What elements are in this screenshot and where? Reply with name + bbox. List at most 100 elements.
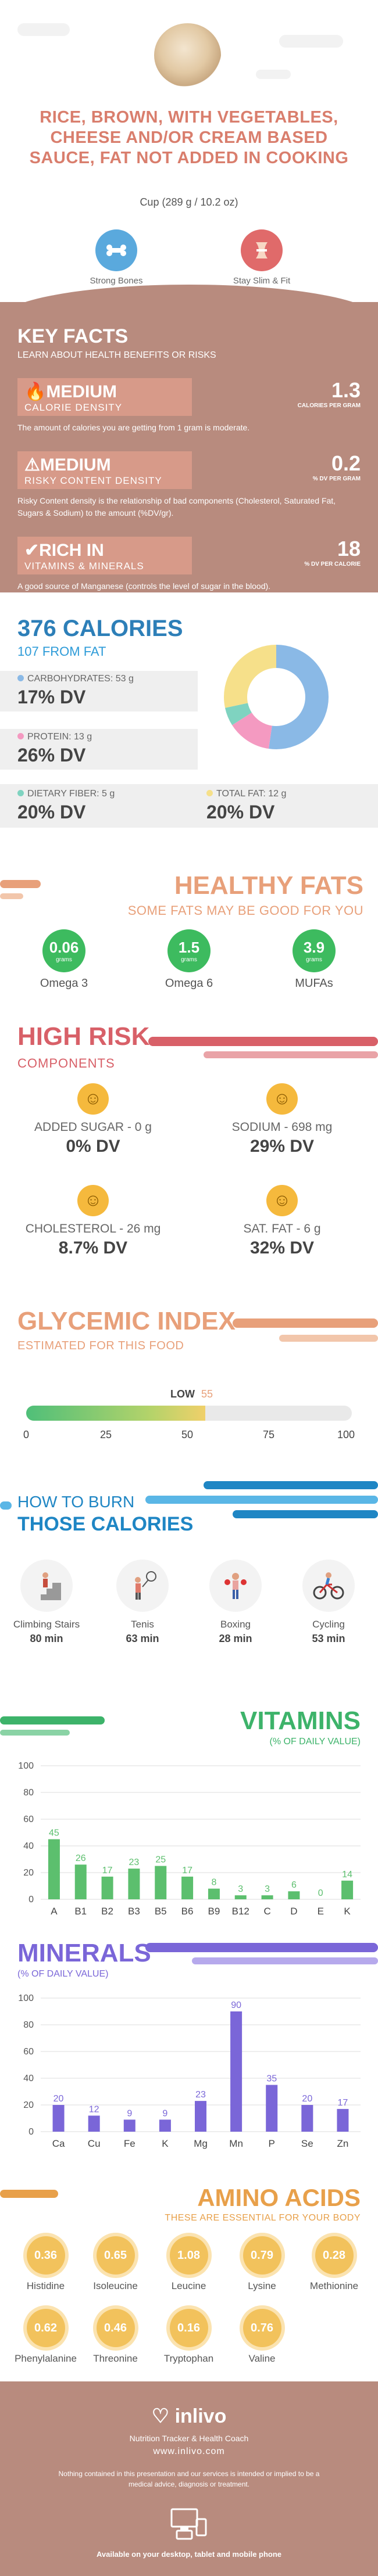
high-risk-section: HIGH RISK COMPONENTS ☺ ADDED SUGAR - 0 g… [0,1011,378,1301]
fat-label: Omega 6 [165,977,213,990]
category-label: K [344,1906,351,1917]
y-tick-label: 100 [18,1761,34,1771]
bar-value-label: 25 [155,1855,166,1865]
bar-k [159,2119,171,2132]
nutrient-label: DIETARY FIBER: 5 g [27,789,115,799]
nutrient-dv: 17% DV [17,687,86,707]
bar-decoration [0,1501,12,1510]
bar-decoration [279,1335,378,1342]
risk-dv: 0% DV [66,1137,120,1156]
fact-description: Risky Content density is the relationshi… [17,496,336,518]
bar-b3 [128,1869,140,1899]
amino-badge: 0.65 [96,2236,135,2275]
fact-risky-density: ⚠MEDIUM RISKY CONTENT DENSITY 0.2 % DV P… [17,451,361,519]
dot-icon [206,790,213,796]
category-label: C [263,1906,270,1917]
y-tick-label: 60 [23,1815,34,1824]
glycemic-bar-fill [26,1406,205,1421]
nutrient-label: PROTEIN: 13 g [27,732,92,742]
bar-p [266,2085,278,2132]
smiley-icon: ☺ [77,1083,109,1115]
benefit-label: Stay Slim & Fit [233,276,291,286]
nutrient-dv: 20% DV [206,802,275,822]
bar-b6 [181,1876,194,1899]
tennis-icon [116,1560,169,1612]
glycemic-tick: 25 [100,1429,112,1440]
risk-dv: 8.7% DV [58,1238,128,1258]
burn-title-line2: THOSE CALORIES [17,1513,194,1535]
bar-fe [123,2119,135,2132]
fact-value: 0.2 [331,451,361,475]
website-link[interactable]: www.inlivo.com [153,2446,225,2456]
activity-minutes: 63 min [126,1633,159,1644]
nutrient-label: TOTAL FAT: 12 g [216,789,287,799]
risk-label: CHOLESTEROL - 26 mg [25,1222,161,1235]
fact-unit: CALORIES PER GRAM [297,403,361,409]
fact-tag: 🔥MEDIUM CALORIE DENSITY [17,378,192,416]
bar-b2 [101,1876,113,1899]
category-label: Fe [124,2138,135,2149]
bar-decoration [204,1051,378,1058]
warning-icon: ⚠ [24,455,40,475]
bar-value-label: 26 [76,1853,86,1863]
y-tick-label: 80 [23,1788,34,1798]
activity-minutes: 80 min [30,1633,63,1644]
bone-icon [95,229,137,271]
category-label: B1 [74,1906,87,1917]
category-label: B12 [232,1906,249,1917]
bar-b1 [74,1864,87,1899]
boxing-icon [209,1560,262,1612]
category-label: K [162,2138,169,2149]
glycemic-subtitle: ESTIMATED FOR THIS FOOD [17,1339,184,1352]
bar-decoration [0,880,41,888]
stairs-icon [20,1560,73,1612]
bar-decoration [0,2190,58,2198]
y-tick-label: 100 [18,1993,34,2003]
amino-label: Histidine [26,2280,65,2291]
bar-value-label: 23 [129,1858,140,1867]
activity-label: Tenis [131,1619,154,1630]
glycemic-bar [26,1406,352,1421]
smiley-icon: ☺ [266,1083,298,1115]
header-section: RICE, BROWN, WITH VEGETABLES, CHEESE AND… [0,0,378,302]
bar-se [301,2105,313,2132]
fact-value-box: 1.3 CALORIES PER GRAM [298,378,361,409]
fat-omega6: 1.5 grams Omega 6 [154,929,224,990]
bar-decoration [0,893,23,899]
fat-omega3: 0.06 grams Omega 3 [29,929,99,990]
fat-label: Omega 3 [40,977,88,990]
category-label: B6 [181,1906,194,1917]
cloud-decoration [279,35,343,48]
amino-label: Methionine [309,2280,359,2291]
brand-name: inlivo [174,2405,227,2427]
calories-section: 376 CALORIES 107 FROM FAT CARBOHYDRATES:… [0,592,378,865]
glycemic-tick: 75 [263,1429,275,1440]
amino-acids-section: AMINO ACIDS THESE ARE ESSENTIAL FOR YOUR… [0,2172,378,2381]
category-label: Ca [52,2138,65,2149]
nutrient-dv: 20% DV [17,802,86,822]
bar-d [288,1891,300,1899]
calories-subtitle: 107 FROM FAT [17,644,106,659]
activity-cycling: Cycling 53 min [285,1560,372,1645]
amino-badge: 0.46 [96,2309,135,2347]
healthy-fats-section: HEALTHY FATS SOME FATS MAY BE GOOD FOR Y… [0,865,378,1011]
availability-text: Available on your desktop, tablet and mo… [96,2550,282,2559]
fact-unit: % DV PER CALORIE [304,561,361,567]
category-label: Zn [337,2138,349,2149]
amino-label: Lysine [248,2280,276,2291]
activity-label: Climbing Stairs [13,1619,80,1630]
dot-icon [17,675,24,681]
amino-label: Isoleucine [93,2280,138,2291]
category-label: A [51,1906,58,1917]
fat-badge: 3.9 grams [293,929,336,972]
amino-badge: 0.62 [26,2309,65,2347]
fact-value: 1.3 [331,378,361,402]
risk-added-sugar: ☺ ADDED SUGAR - 0 g 0% DV [17,1083,169,1156]
bar-decoration [148,1037,378,1046]
bar-value-label: 8 [211,1878,216,1888]
bar-b5 [155,1866,167,1899]
risk-dv: 32% DV [249,1238,315,1258]
category-label: Mg [194,2138,208,2149]
burn-title-line1: HOW TO BURN [17,1493,135,1511]
